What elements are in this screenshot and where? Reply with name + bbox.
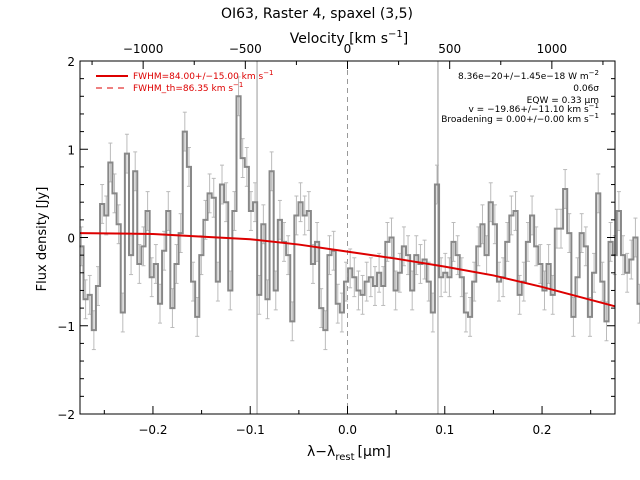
annotation-velocity: v = −19.86+/−11.10 km s−1 — [469, 102, 600, 115]
error-bars — [79, 76, 640, 351]
x-tick-label: 0.0 — [338, 423, 357, 437]
x-tick-label: −0.1 — [236, 423, 265, 437]
annotation-broadening: Broadening = 0.00+/−0.00 km s−1 — [441, 112, 599, 125]
legend-label-fwhm-th-text: FWHM_th=86.35 km s — [133, 84, 233, 94]
y-tick-label: 0 — [67, 232, 75, 246]
legend: FWHM=84.00+/−15.00 km s−1 FWHM_th=86.35 … — [96, 69, 274, 94]
top-axis-label-sup: −1 — [388, 29, 403, 40]
top-axis-label: Velocity [km s−1] — [290, 29, 409, 47]
annotation-velocity-text: v = −19.86+/−11.10 km s — [469, 105, 589, 115]
top-tick-label: −500 — [229, 42, 262, 56]
top-axis-ticks: −1000 −500 0 500 1000 — [91, 42, 604, 69]
fit-curve — [79, 232, 616, 308]
annotation-eqw: EQW = 0.33 μm — [527, 96, 599, 106]
legend-label-fwhm: FWHM=84.00+/−15.00 km s−1 — [133, 69, 274, 82]
bottom-axis-ticks: −0.2 −0.1 0.0 0.1 0.2 — [103, 406, 592, 437]
chart-title: OI63, Raster 4, spaxel (3,5) — [221, 6, 413, 22]
x-tick-label: 0.1 — [435, 423, 454, 437]
annotation-broadening-text: Broadening = 0.00+/−0.00 km s — [441, 115, 589, 125]
y-tick-label: −2 — [57, 408, 75, 422]
annotation-sigma: 0.06σ — [573, 84, 599, 94]
legend-label-fwhm-text: FWHM=84.00+/−15.00 km s — [133, 72, 263, 82]
legend-label-fwhm-sup: −1 — [263, 69, 273, 77]
x-tick-label: −0.2 — [138, 423, 167, 437]
annotation-flux-sup: −2 — [589, 69, 599, 77]
annotation-flux-text: 8.36e−20+/−1.45e−18 W m — [458, 72, 589, 82]
spectrum-line — [79, 95, 640, 332]
top-axis-label-main: Velocity [km s — [290, 31, 388, 47]
annotation-broadening-sup: −1 — [589, 112, 599, 120]
top-tick-label: 0 — [344, 42, 352, 56]
top-axis-label-end: ] — [403, 31, 408, 47]
y-tick-label: 2 — [67, 55, 75, 69]
legend-label-fwhm-th-sup: −1 — [233, 81, 243, 89]
x-axis-label-unit: [μm] — [358, 444, 391, 460]
y-tick-label: 1 — [67, 143, 75, 157]
x-tick-label: 0.2 — [532, 423, 551, 437]
top-tick-label: 500 — [438, 42, 461, 56]
annotation-velocity-sup: −1 — [589, 102, 599, 110]
x-axis-label: λ−λrest [μm] — [307, 444, 391, 463]
annotations: 8.36e−20+/−1.45e−18 W m−2 0.06σ EQW = 0.… — [441, 69, 599, 125]
left-axis-ticks: −2 −1 0 1 2 — [57, 55, 615, 422]
y-tick-label: −1 — [57, 320, 75, 334]
annotation-flux: 8.36e−20+/−1.45e−18 W m−2 — [458, 69, 599, 82]
x-axis-label-main: λ−λ — [307, 444, 335, 460]
legend-label-fwhm-th: FWHM_th=86.35 km s−1 — [133, 81, 243, 94]
top-tick-label: −1000 — [123, 42, 164, 56]
y-axis-label: Flux density [Jy] — [35, 187, 50, 292]
top-tick-label: 1000 — [537, 42, 568, 56]
x-axis-label-sub: rest — [335, 452, 354, 463]
